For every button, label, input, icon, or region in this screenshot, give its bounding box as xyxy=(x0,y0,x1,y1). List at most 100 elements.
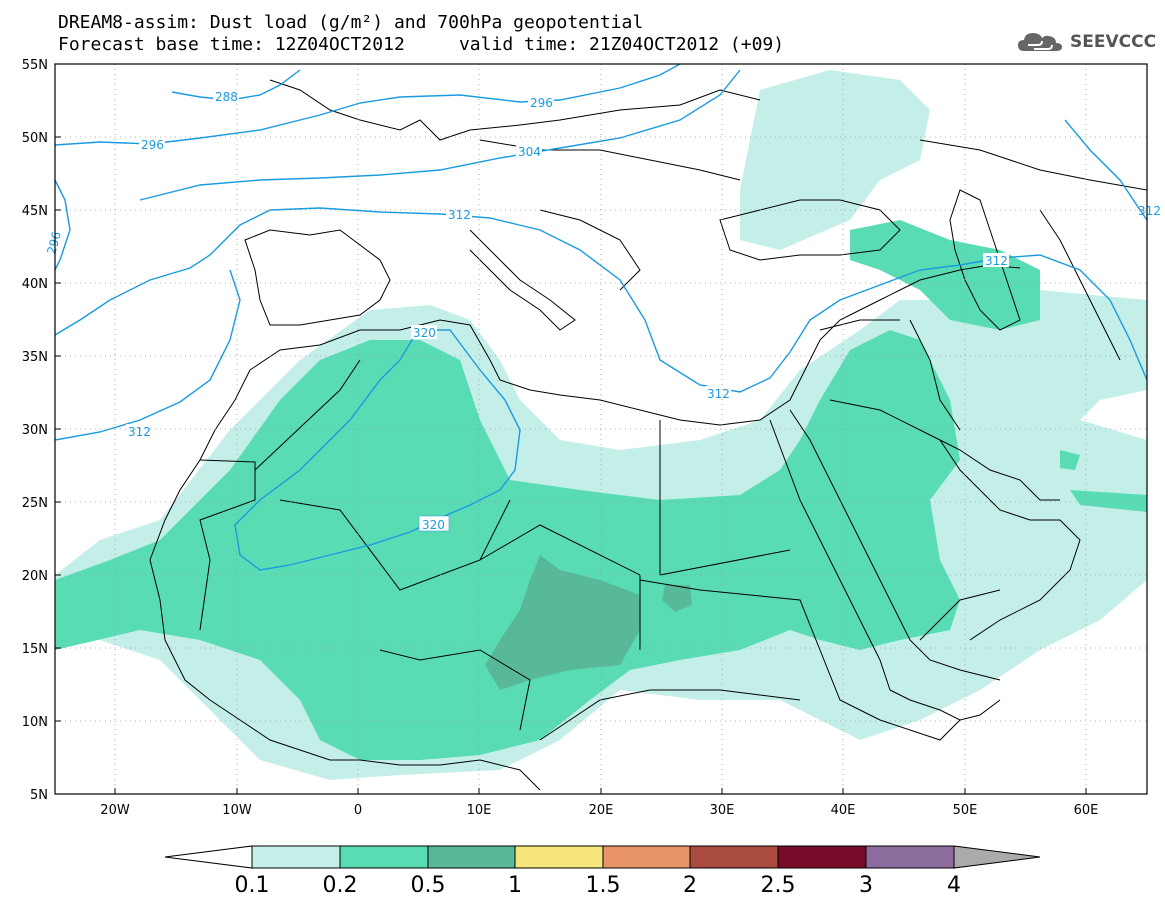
coastline-black-sea xyxy=(719,199,901,261)
border-mali xyxy=(254,359,361,471)
colorbar-segment xyxy=(427,845,516,869)
coastline-levant xyxy=(809,264,1021,361)
map-grid xyxy=(55,64,1147,794)
coastline-north-africa xyxy=(249,319,811,426)
dust-region-mid-arabia xyxy=(1070,490,1147,512)
colorbar-label: 0.5 xyxy=(411,873,446,898)
colorbar-low-arrow xyxy=(164,845,253,869)
contour-296-west xyxy=(55,179,71,271)
border-sudan xyxy=(639,579,821,651)
lat-label: 40N xyxy=(22,277,48,292)
colorbar-label: 0.1 xyxy=(235,873,270,898)
lat-label: 35N xyxy=(22,350,48,365)
colorbar-segment xyxy=(689,845,779,869)
border-saudi-south xyxy=(919,589,1001,641)
contour-label: 296 xyxy=(141,138,164,152)
contour-label: 320 xyxy=(422,518,445,532)
contour-320 xyxy=(234,329,521,571)
lon-label: 50E xyxy=(953,803,978,818)
tick-marks xyxy=(55,136,1087,794)
contour-label: 304 xyxy=(518,145,541,159)
border-kazakhstan xyxy=(919,139,1147,191)
lat-label: 15N xyxy=(22,642,48,657)
contour-label: 312 xyxy=(707,387,730,401)
contour-label: 320 xyxy=(413,326,436,340)
colorbar-segment xyxy=(514,845,604,869)
contour-label: 312 xyxy=(1138,204,1161,218)
contour-label: 312 xyxy=(985,254,1008,268)
coastline-red-sea-east xyxy=(789,409,1001,681)
border-balkans xyxy=(539,209,641,291)
lat-label: 20N xyxy=(22,569,48,584)
lat-label: 25N xyxy=(22,496,48,511)
coastline-horn-africa xyxy=(889,689,1001,721)
colorbar-segment xyxy=(865,845,955,869)
dust-region-mid-gulf xyxy=(1060,450,1080,470)
lon-label: 0 xyxy=(354,803,362,818)
coastline-iberia xyxy=(244,229,391,326)
border-mauritania xyxy=(199,459,256,631)
colorbar-label: 3 xyxy=(859,873,873,898)
border-turkey-syria xyxy=(819,319,900,331)
border-ethiopia xyxy=(819,649,961,741)
colorbar-segment xyxy=(777,845,867,869)
coastline-arabia-east xyxy=(939,439,1081,641)
lat-label: 55N xyxy=(22,58,48,73)
colorbar-segment xyxy=(339,845,429,869)
contour-label: 288 xyxy=(215,90,238,104)
lon-label: 20E xyxy=(589,803,614,818)
lat-label: 45N xyxy=(22,204,48,219)
lon-label: 40E xyxy=(831,803,856,818)
dust-region-mid-sahara xyxy=(55,330,960,760)
map-subtitle: Forecast base time: 12Z04OCT2012 valid t… xyxy=(58,34,785,55)
colorbar: 0.1 0.2 0.5 1 1.5 2 2.5 3 4 xyxy=(164,845,1041,898)
geopotential-contours xyxy=(55,64,1147,571)
lat-label: 30N xyxy=(22,423,48,438)
dust-region-mid-caspian xyxy=(850,220,1040,330)
border-iran-iraq xyxy=(909,319,961,431)
dust-region-low-caucasus xyxy=(740,70,930,250)
lon-label: 10E xyxy=(467,803,492,818)
coastline-persian-gulf xyxy=(939,439,1060,501)
contour-288 xyxy=(171,69,301,101)
colorbar-segment xyxy=(251,845,341,869)
lat-label: 10N xyxy=(22,715,48,730)
colorbar-label: 4 xyxy=(947,873,961,898)
colorbar-label: 0.2 xyxy=(323,873,358,898)
logo-text: SEEVCCC xyxy=(1070,32,1157,52)
border-algeria-mali xyxy=(279,499,511,591)
contour-312-west xyxy=(55,269,241,441)
contour-304 xyxy=(139,69,741,201)
contour-label: 312 xyxy=(128,425,151,439)
coastline-caspian xyxy=(949,189,1021,331)
lat-label: 5N xyxy=(30,788,48,803)
border-saudi xyxy=(829,399,941,441)
coastline-red-sea-west xyxy=(769,419,891,691)
seevccc-logo: SEEVCCC xyxy=(1016,28,1156,56)
coastline-europe xyxy=(269,79,761,141)
colorbar-label: 1 xyxy=(508,873,522,898)
lon-label: 10W xyxy=(222,803,252,818)
colorbar-label: 2.5 xyxy=(761,873,796,898)
border-nigeria xyxy=(379,649,531,731)
colorbar-label: 2 xyxy=(683,873,697,898)
dust-region-high-sudan xyxy=(662,585,692,612)
border-central-asia xyxy=(1039,209,1121,361)
lat-tick-labels: 55N 50N 45N 40N 35N 30N 25N 20N 15N 10N … xyxy=(22,58,48,803)
coastline-italy xyxy=(469,229,576,331)
colorbar-label: 1.5 xyxy=(586,873,621,898)
lon-label: 60E xyxy=(1074,803,1099,818)
lon-label: 30E xyxy=(710,803,735,818)
colorbar-segment xyxy=(602,845,691,869)
lat-label: 50N xyxy=(22,131,48,146)
contour-label: 296 xyxy=(530,96,553,110)
lon-label: 20W xyxy=(100,803,130,818)
border-niger-chad xyxy=(479,524,641,650)
contour-312-east xyxy=(1064,119,1147,221)
coastline-gulf-guinea xyxy=(479,759,541,791)
colorbar-high-arrow xyxy=(953,845,1041,869)
map-title: DREAM8-assim: Dust load (g/m²) and 700hP… xyxy=(58,12,644,33)
contour-label: 312 xyxy=(448,208,471,222)
contour-labels: 288 296 296 304 312 312 312 312 320 320 … xyxy=(44,89,1161,532)
